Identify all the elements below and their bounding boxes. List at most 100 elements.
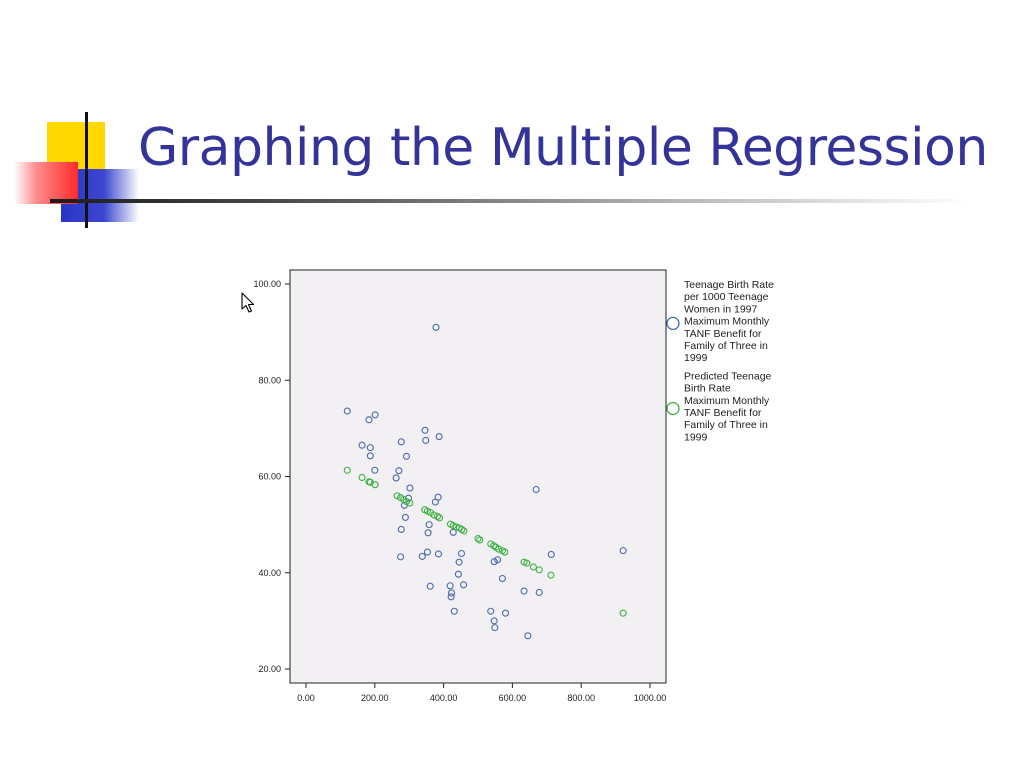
observed-point xyxy=(421,426,429,434)
x-tick-label: 600.00 xyxy=(499,693,527,703)
legend-text-line: Maximum Monthly xyxy=(684,395,770,407)
legend-text-line: Women in 1997 xyxy=(684,303,758,315)
observed-point xyxy=(432,323,440,331)
observed-point xyxy=(435,433,443,441)
predicted-point xyxy=(535,566,543,574)
observed-point xyxy=(397,438,405,446)
observed-point xyxy=(424,529,432,537)
title-underline xyxy=(50,199,970,203)
observed-point xyxy=(535,588,543,597)
predicted-point xyxy=(476,536,484,544)
series-predicted xyxy=(343,466,627,617)
predicted-point xyxy=(547,571,555,579)
axes: 20.00 40.00 60.00 80.00 100.00 0.00 200.00 400.… xyxy=(253,279,666,703)
observed-point xyxy=(547,550,555,559)
observed-point xyxy=(455,558,463,566)
observed-point xyxy=(423,548,431,556)
observed-point xyxy=(446,582,454,590)
predicted-point xyxy=(474,535,482,543)
observed-point xyxy=(418,552,426,560)
observed-point xyxy=(447,593,455,601)
x-tick-label: 200.00 xyxy=(361,693,389,703)
predicted-point xyxy=(402,497,410,506)
observed-point xyxy=(366,444,374,452)
observed-point xyxy=(397,525,405,533)
observed-point xyxy=(402,452,410,460)
predicted-point xyxy=(495,545,503,553)
observed-point xyxy=(434,550,442,558)
observed-point xyxy=(395,467,403,475)
x-tick-label: 800.00 xyxy=(567,693,595,703)
observed-point xyxy=(498,574,506,583)
predicted-point xyxy=(433,512,441,520)
plot-background xyxy=(289,269,667,684)
observed-point xyxy=(450,607,458,615)
observed-point xyxy=(490,617,498,625)
observed-point xyxy=(426,582,434,590)
observed-point xyxy=(365,416,373,424)
predicted-point xyxy=(358,473,366,482)
observed-point xyxy=(454,570,462,578)
y-tick-label: 40.00 xyxy=(258,568,281,578)
legend-text-line: Predicted Teenage xyxy=(684,370,772,382)
observed-point xyxy=(520,587,528,595)
observed-point xyxy=(447,589,456,597)
predicted-point xyxy=(371,481,379,489)
data-points xyxy=(343,323,627,640)
observed-point xyxy=(392,474,400,482)
legend-text-line: TANF Benefit for xyxy=(684,328,762,340)
observed-point xyxy=(343,407,351,415)
observed-point xyxy=(425,521,433,529)
observed-point xyxy=(490,558,498,566)
observed-point xyxy=(406,484,414,492)
observed-point xyxy=(532,485,540,494)
predicted-point xyxy=(458,525,466,533)
predicted-point xyxy=(490,542,498,550)
y-tick-label: 20.00 xyxy=(258,664,281,674)
observed-point xyxy=(494,556,502,564)
observed-point xyxy=(524,632,532,640)
observed-point xyxy=(449,528,457,536)
x-tick-label: 0.00 xyxy=(297,693,315,703)
predicted-point xyxy=(501,548,509,556)
legend-text-line: Maximum Monthly xyxy=(684,316,770,328)
legend-text-line: 1999 xyxy=(684,431,708,443)
legend-text-line: per 1000 Teenage xyxy=(684,291,769,303)
y-tick-label: 60.00 xyxy=(258,472,281,482)
logo-red-square xyxy=(14,162,78,204)
observed-point xyxy=(491,624,499,632)
legend-text-line: Birth Rate xyxy=(684,383,731,395)
predicted-point xyxy=(523,559,531,567)
observed-point xyxy=(457,549,466,558)
legend-marker xyxy=(666,401,680,416)
observed-point xyxy=(431,498,439,506)
observed-point xyxy=(619,547,627,555)
scatter-chart: 20.00 40.00 60.00 80.00 100.00 0.00 200.00 400.… xyxy=(253,269,774,703)
predicted-point xyxy=(529,563,537,571)
observed-point xyxy=(397,553,405,561)
observed-point xyxy=(487,607,495,615)
predicted-point xyxy=(343,466,351,474)
observed-point xyxy=(501,609,510,617)
observed-point xyxy=(371,466,379,474)
legend-text-line: Family of Three in xyxy=(684,419,768,431)
mouse-pointer-icon xyxy=(241,292,255,313)
slide-title: Graphing the Multiple Regression xyxy=(138,118,988,178)
observed-point xyxy=(460,581,468,589)
predicted-point xyxy=(619,609,627,617)
predicted-point xyxy=(435,514,444,522)
observed-point xyxy=(401,513,409,521)
y-tick-label: 100.00 xyxy=(253,279,281,289)
predicted-point xyxy=(393,492,401,500)
predicted-point xyxy=(430,511,438,519)
predicted-point xyxy=(460,527,468,535)
observed-point xyxy=(371,411,379,419)
logo-vertical-line xyxy=(85,112,88,228)
x-tick-label: 400.00 xyxy=(430,693,458,703)
legend-marker xyxy=(666,316,680,331)
predicted-point xyxy=(406,499,414,507)
observed-point xyxy=(422,436,430,444)
